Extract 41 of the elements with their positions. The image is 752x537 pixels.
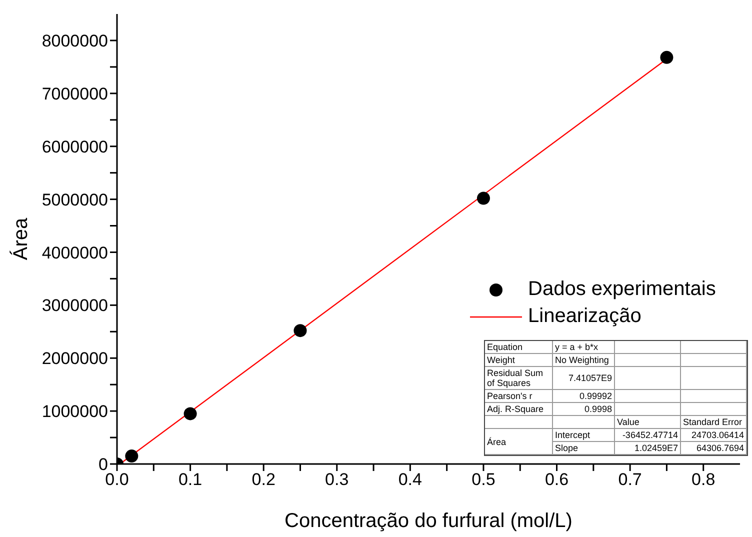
x-tick-label: 0.0	[105, 470, 129, 490]
legend-label: Dados experimentais	[528, 278, 716, 301]
x-tick-label: 0.1	[178, 470, 202, 490]
y-tick-label: 2000000	[42, 349, 108, 368]
annotation: 0.99992	[553, 390, 615, 403]
annotation: Adj. R-Square	[485, 403, 553, 416]
x-tick-label: 0.3	[325, 470, 349, 490]
annotation: Standard Error	[681, 416, 747, 429]
legend-label: Linearização	[528, 305, 642, 328]
annotation: -36452.47714	[615, 429, 681, 442]
y-tick-label: 6000000	[42, 137, 108, 156]
annotation: Área	[485, 429, 553, 455]
y-tick-label: 1000000	[42, 402, 108, 422]
y-tick-label: 5000000	[42, 190, 108, 210]
x-tick-label: 0.7	[618, 470, 642, 490]
x-axis-title: Concentração do furfural (mol/L)	[284, 510, 572, 532]
annotation: 24703.06414	[681, 429, 747, 442]
x-tick-label: 0.8	[692, 470, 716, 490]
y-tick-label: 8000000	[42, 32, 108, 51]
annotation: Slope	[553, 442, 615, 455]
annotation: Pearson's r	[485, 390, 553, 403]
annotation: Residual Sum of Squares	[485, 367, 553, 390]
x-tick-label: 0.4	[398, 470, 422, 490]
annotation: Equation	[485, 341, 553, 354]
x-tick-label: 0.5	[472, 470, 496, 490]
annotation: 64306.7694	[681, 442, 747, 455]
annotation: 1.02459E7	[615, 442, 681, 455]
annotation: No Weighting	[553, 354, 615, 367]
annotation: Intercept	[553, 429, 615, 442]
x-tick-label: 0.6	[544, 470, 569, 490]
y-tick-label: 0	[98, 455, 108, 474]
annotation: y = a + b*x	[553, 341, 615, 354]
y-axis-title: Área	[9, 217, 32, 260]
annotation: Weight	[485, 354, 553, 367]
annotation: 0.9998	[553, 403, 615, 416]
y-tick-label: 7000000	[42, 84, 108, 104]
y-tick-label: 3000000	[42, 296, 108, 316]
y-tick-label: 4000000	[42, 243, 108, 262]
annotation: Value	[615, 416, 681, 429]
annotation: 7.41057E9	[553, 367, 615, 390]
x-tick-label: 0.2	[252, 470, 276, 490]
